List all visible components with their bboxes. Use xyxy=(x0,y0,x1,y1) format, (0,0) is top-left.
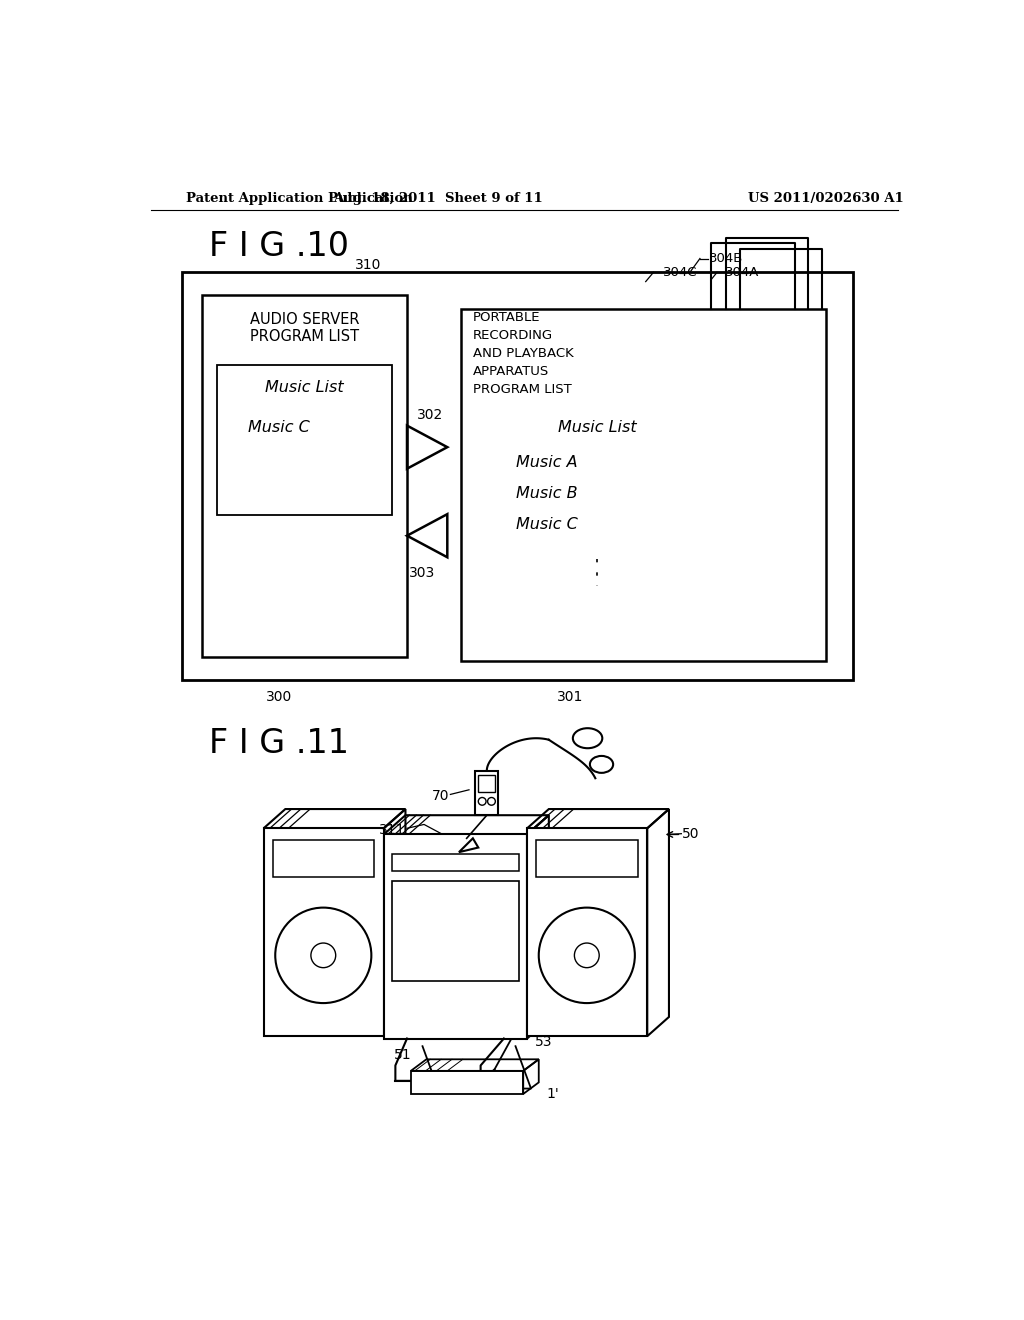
Bar xyxy=(384,834,527,1039)
Text: 53: 53 xyxy=(535,1035,552,1049)
Text: PORTABLE
RECORDING
AND PLAYBACK
APPARATUS
PROGRAM LIST: PORTABLE RECORDING AND PLAYBACK APPARATU… xyxy=(473,312,573,396)
Text: 301: 301 xyxy=(557,690,583,705)
Text: F I G .10: F I G .10 xyxy=(209,231,349,264)
Text: 304B: 304B xyxy=(710,252,743,265)
Text: 300: 300 xyxy=(266,690,292,705)
Bar xyxy=(527,829,647,1036)
Text: Patent Application Publication: Patent Application Publication xyxy=(186,191,413,205)
Text: Music List: Music List xyxy=(557,420,636,436)
Text: F I G .11: F I G .11 xyxy=(209,727,349,760)
Circle shape xyxy=(275,908,372,1003)
Text: 303: 303 xyxy=(410,566,435,579)
Text: 311: 311 xyxy=(379,822,406,837)
Text: Music List: Music List xyxy=(265,380,344,396)
Bar xyxy=(217,364,391,515)
Bar xyxy=(182,272,853,681)
Bar xyxy=(273,840,375,876)
Text: 310: 310 xyxy=(355,257,381,272)
Text: AUDIO SERVER
PROGRAM LIST: AUDIO SERVER PROGRAM LIST xyxy=(250,312,359,345)
Text: 304C: 304C xyxy=(663,265,697,279)
Bar xyxy=(391,880,519,981)
Bar xyxy=(202,296,407,657)
Text: 304A: 304A xyxy=(725,265,759,279)
Circle shape xyxy=(311,942,336,968)
Circle shape xyxy=(478,797,486,805)
Text: Aug. 18, 2011  Sheet 9 of 11: Aug. 18, 2011 Sheet 9 of 11 xyxy=(333,191,543,205)
Text: 302: 302 xyxy=(417,408,443,422)
Bar xyxy=(537,840,638,876)
Text: US 2011/0202630 A1: US 2011/0202630 A1 xyxy=(748,191,904,205)
Bar xyxy=(461,309,825,661)
Bar xyxy=(391,854,519,871)
Text: Music C: Music C xyxy=(515,516,578,532)
Bar xyxy=(263,829,384,1036)
Ellipse shape xyxy=(590,756,613,774)
Text: 1': 1' xyxy=(547,1086,559,1101)
Bar xyxy=(411,1071,523,1094)
Text: Music B: Music B xyxy=(515,486,578,500)
Text: Music C: Music C xyxy=(248,420,310,436)
Text: 51: 51 xyxy=(394,1048,412,1063)
Circle shape xyxy=(574,942,599,968)
Text: 50: 50 xyxy=(682,828,699,841)
Text: 70: 70 xyxy=(432,789,450,803)
Bar xyxy=(478,775,496,792)
Text: Music A: Music A xyxy=(515,455,578,470)
Bar xyxy=(475,771,499,816)
Circle shape xyxy=(487,797,496,805)
Ellipse shape xyxy=(572,729,602,748)
Circle shape xyxy=(539,908,635,1003)
